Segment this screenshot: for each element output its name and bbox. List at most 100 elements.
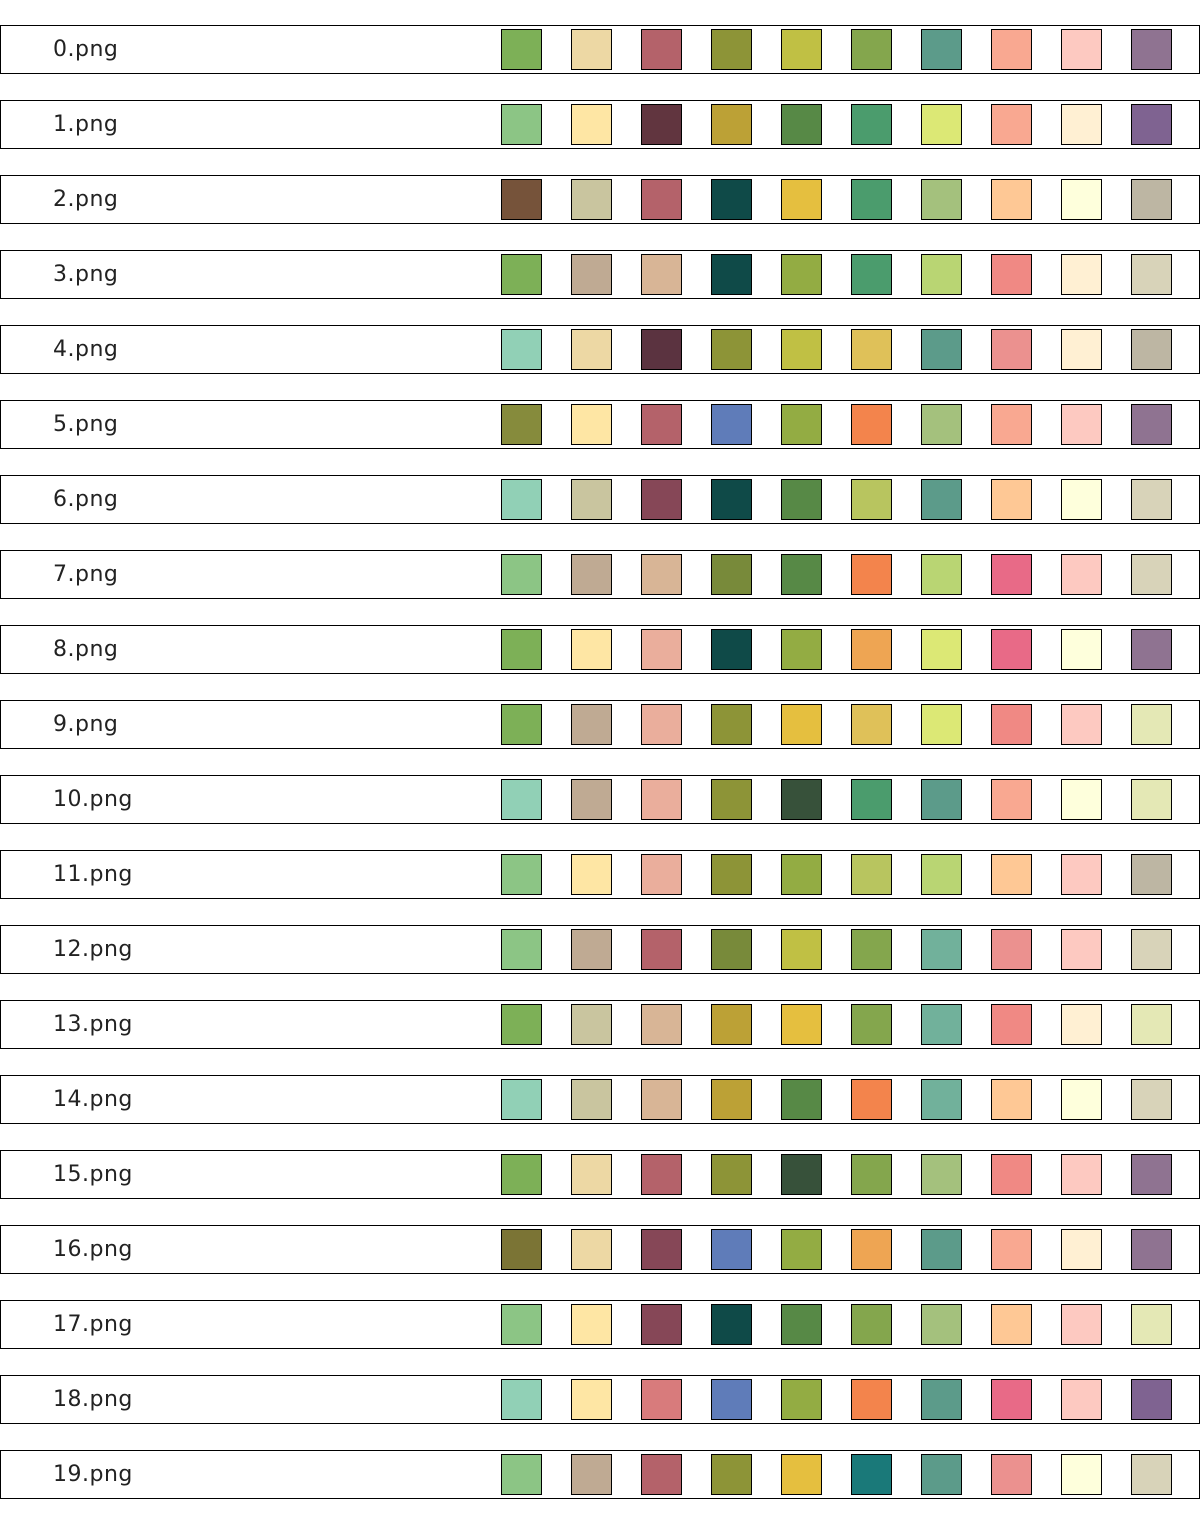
color-swatch [1131, 1154, 1172, 1195]
color-swatch [851, 1079, 892, 1120]
color-swatch [641, 1454, 682, 1495]
color-swatch [711, 1079, 752, 1120]
color-swatch [781, 1004, 822, 1045]
color-swatch [571, 779, 612, 820]
palette-filename: 8.png [53, 637, 119, 662]
palette-filename: 14.png [53, 1087, 133, 1112]
color-swatch [781, 479, 822, 520]
color-swatch [641, 404, 682, 445]
color-swatch [851, 1154, 892, 1195]
color-swatch [571, 1229, 612, 1270]
color-swatch [711, 1004, 752, 1045]
palette-row[interactable]: 13.png [0, 1000, 1200, 1049]
palette-row[interactable]: 1.png [0, 100, 1200, 149]
color-swatch [571, 929, 612, 970]
palette-row[interactable]: 11.png [0, 850, 1200, 899]
color-swatch [641, 1229, 682, 1270]
color-swatch [1061, 479, 1102, 520]
color-swatch [781, 104, 822, 145]
color-swatch [711, 1154, 752, 1195]
color-swatch [851, 854, 892, 895]
color-swatch [921, 254, 962, 295]
color-swatch [711, 1454, 752, 1495]
palette-filename: 13.png [53, 1012, 133, 1037]
color-swatch [991, 854, 1032, 895]
palette-row[interactable]: 0.png [0, 25, 1200, 74]
color-swatch [641, 179, 682, 220]
palette-row[interactable]: 10.png [0, 775, 1200, 824]
color-swatch [711, 779, 752, 820]
color-swatch [781, 554, 822, 595]
palette-row[interactable]: 2.png [0, 175, 1200, 224]
color-swatch [921, 179, 962, 220]
palette-row[interactable]: 9.png [0, 700, 1200, 749]
color-swatch [1131, 1454, 1172, 1495]
palette-row[interactable]: 3.png [0, 250, 1200, 299]
color-swatch [711, 404, 752, 445]
color-swatch [641, 329, 682, 370]
color-swatch [921, 929, 962, 970]
color-swatch [1131, 779, 1172, 820]
color-swatch [1131, 1004, 1172, 1045]
color-swatch [1061, 1454, 1102, 1495]
palette-row[interactable]: 15.png [0, 1150, 1200, 1199]
color-swatch [641, 479, 682, 520]
color-swatch [921, 554, 962, 595]
color-swatch [1061, 404, 1102, 445]
color-swatch [571, 404, 612, 445]
color-swatch [991, 779, 1032, 820]
palette-row[interactable]: 17.png [0, 1300, 1200, 1349]
color-swatch [1061, 704, 1102, 745]
color-swatch [991, 329, 1032, 370]
color-swatch [501, 704, 542, 745]
color-swatch [571, 104, 612, 145]
palette-filename: 10.png [53, 787, 133, 812]
palette-row[interactable]: 19.png [0, 1450, 1200, 1499]
color-swatch [781, 404, 822, 445]
palette-filename: 3.png [53, 262, 119, 287]
palette-row[interactable]: 16.png [0, 1225, 1200, 1274]
color-swatch [921, 1454, 962, 1495]
palette-row[interactable]: 12.png [0, 925, 1200, 974]
color-swatch [1131, 554, 1172, 595]
color-swatch [1131, 629, 1172, 670]
color-swatch [501, 779, 542, 820]
color-swatch [851, 479, 892, 520]
color-swatch [1131, 254, 1172, 295]
color-swatch [1131, 329, 1172, 370]
color-swatch [851, 329, 892, 370]
palette-row[interactable]: 4.png [0, 325, 1200, 374]
palette-filename: 5.png [53, 412, 119, 437]
color-swatch [1131, 1304, 1172, 1345]
color-swatch [921, 1229, 962, 1270]
color-swatch [501, 1154, 542, 1195]
palette-row[interactable]: 18.png [0, 1375, 1200, 1424]
color-swatch [571, 1079, 612, 1120]
color-swatch [921, 404, 962, 445]
color-swatch [781, 929, 822, 970]
color-swatch [851, 1379, 892, 1420]
color-swatch [1131, 1079, 1172, 1120]
color-swatch [851, 779, 892, 820]
palette-row[interactable]: 6.png [0, 475, 1200, 524]
color-swatch [1061, 779, 1102, 820]
color-swatch [711, 179, 752, 220]
palette-row[interactable]: 8.png [0, 625, 1200, 674]
color-swatch [1131, 704, 1172, 745]
color-swatch [641, 854, 682, 895]
color-swatch [641, 1304, 682, 1345]
color-swatch [781, 179, 822, 220]
color-swatch [991, 404, 1032, 445]
palette-row[interactable]: 5.png [0, 400, 1200, 449]
color-swatch [1131, 479, 1172, 520]
palette-row[interactable]: 14.png [0, 1075, 1200, 1124]
palette-row[interactable]: 7.png [0, 550, 1200, 599]
color-swatch [501, 1379, 542, 1420]
color-swatch [851, 629, 892, 670]
palette-filename: 7.png [53, 562, 119, 587]
color-swatch [991, 1154, 1032, 1195]
color-swatch [991, 1379, 1032, 1420]
color-swatch [1061, 629, 1102, 670]
color-swatch [1061, 854, 1102, 895]
color-swatch [1061, 254, 1102, 295]
